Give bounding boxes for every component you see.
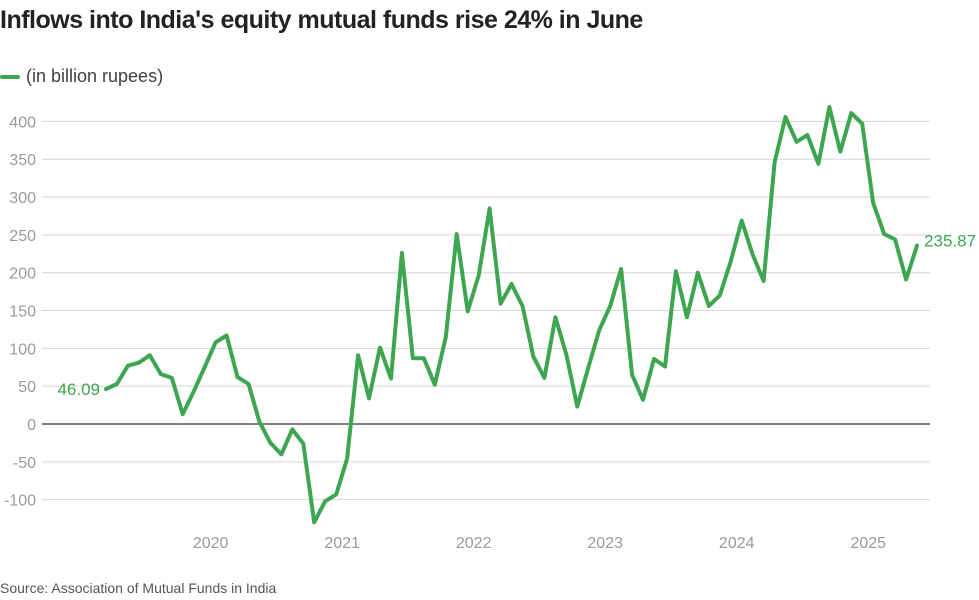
y-tick-label: -50 bbox=[13, 455, 36, 472]
y-tick-label: 50 bbox=[18, 379, 36, 396]
x-tick-label: 2021 bbox=[324, 535, 360, 552]
chart-title: Inflows into India's equity mutual funds… bbox=[0, 6, 643, 34]
x-tick-label: 2020 bbox=[193, 535, 229, 552]
source-note: Source: Association of Mutual Funds in I… bbox=[0, 580, 277, 596]
y-tick-label: 0 bbox=[27, 417, 36, 434]
legend-swatch bbox=[0, 74, 20, 79]
legend-label: (in billion rupees) bbox=[26, 66, 164, 86]
start-value-label: 46.09 bbox=[57, 380, 100, 399]
y-tick-label: -100 bbox=[4, 493, 36, 510]
y-tick-label: 150 bbox=[9, 304, 36, 321]
series-line bbox=[104, 105, 919, 525]
y-tick-label: 250 bbox=[9, 228, 36, 245]
y-tick-label: 400 bbox=[9, 114, 36, 131]
end-value-label: 235.87 bbox=[924, 232, 976, 251]
y-tick-label: 300 bbox=[9, 190, 36, 207]
legend: (in billion rupees) bbox=[0, 66, 163, 87]
y-tick-label: 350 bbox=[9, 152, 36, 169]
y-tick-label: 100 bbox=[9, 341, 36, 358]
y-tick-label: 200 bbox=[9, 266, 36, 283]
x-tick-label: 2023 bbox=[587, 535, 623, 552]
x-tick-label: 2024 bbox=[719, 535, 755, 552]
x-tick-label: 2025 bbox=[850, 535, 886, 552]
x-tick-label: 2022 bbox=[456, 535, 492, 552]
